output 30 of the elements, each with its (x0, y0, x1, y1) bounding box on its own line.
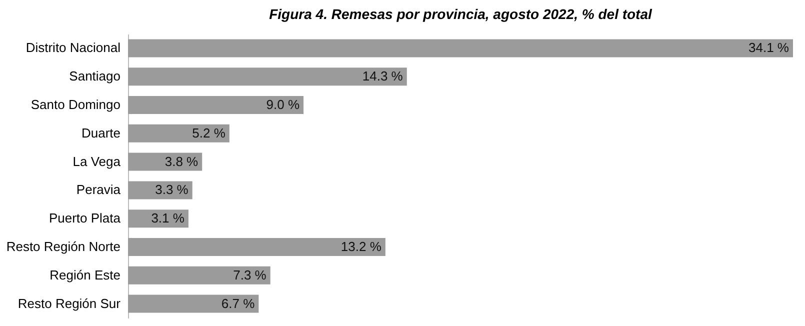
y-tick-label: Santiago (69, 68, 120, 84)
bar (128, 210, 188, 228)
y-tick-label: Distrito Nacional (26, 40, 121, 56)
data-label: 13.2 % (340, 239, 382, 254)
bar (128, 152, 202, 171)
y-tick-label: Santo Domingo (30, 97, 120, 112)
y-tick-label: Región Este (50, 267, 120, 282)
y-tick-label: Resto Región Sur (18, 296, 122, 311)
data-label: 7.3 % (233, 267, 267, 282)
bar (128, 238, 386, 256)
data-label: 3.1 % (151, 210, 185, 226)
bar (128, 68, 407, 86)
data-label: 3.3 % (155, 182, 189, 198)
y-tick-label: Peravia (76, 182, 122, 198)
data-label: 5.2 % (192, 125, 226, 140)
y-tick-label: La Vega (72, 154, 122, 169)
data-label: 3.8 % (164, 154, 199, 169)
data-label: 34.1 % (748, 40, 790, 56)
y-tick-label: Duarte (81, 125, 120, 140)
bar (128, 266, 270, 284)
bar (128, 294, 259, 313)
data-label: 14.3 % (362, 68, 404, 84)
data-label: 6.7 % (221, 296, 256, 311)
chart-title: Figura 4. Remesas por provincia, agosto 2022, % del total (269, 6, 653, 22)
bar (128, 39, 793, 58)
bar (128, 96, 304, 114)
bar (128, 124, 230, 142)
y-tick-label: Resto Región Norte (6, 239, 120, 254)
y-tick-label: Puerto Plata (48, 210, 122, 226)
data-label: 9.0 % (266, 97, 300, 112)
